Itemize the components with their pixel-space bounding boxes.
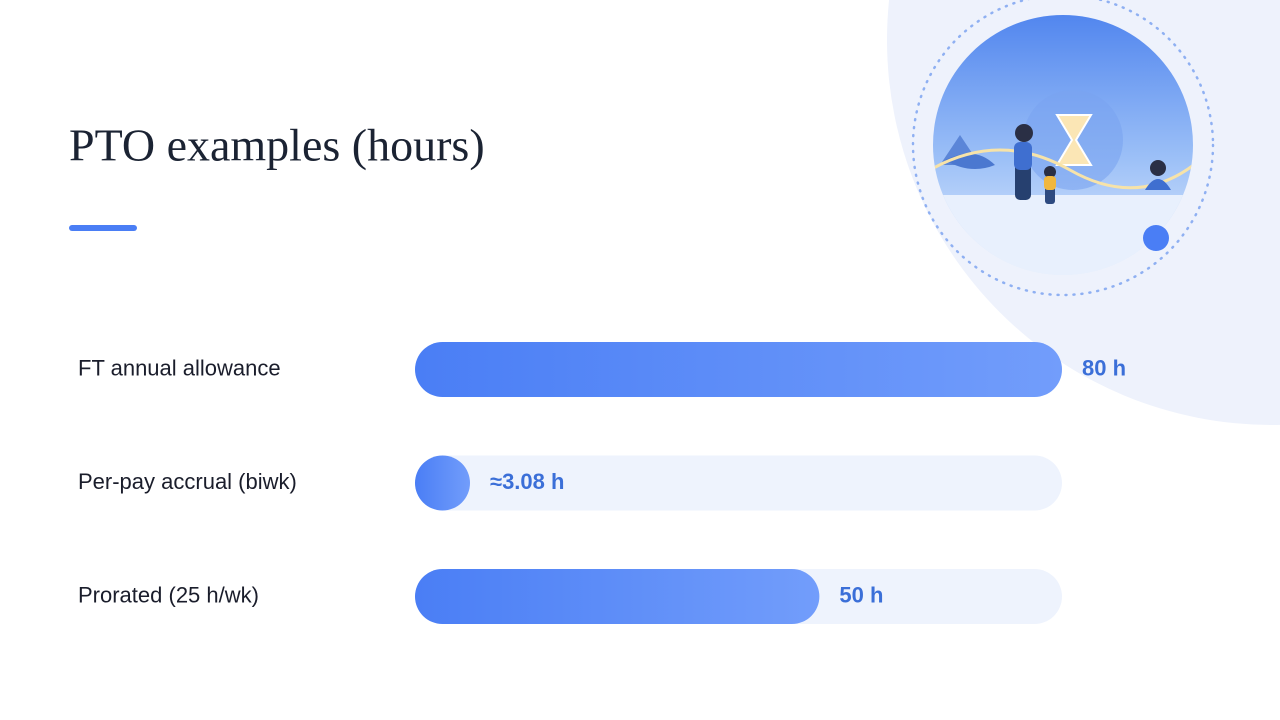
category-label: Per-pay accrual (biwk) bbox=[78, 469, 297, 494]
bar-track bbox=[415, 455, 1062, 511]
bar bbox=[415, 569, 820, 624]
value-label: ≈3.08 h bbox=[490, 469, 564, 494]
category-label: Prorated (25 h/wk) bbox=[78, 582, 259, 607]
title-accent bbox=[69, 225, 137, 231]
bar bbox=[415, 455, 470, 511]
accent-dot bbox=[1143, 225, 1169, 251]
illustration bbox=[933, 15, 1193, 275]
dotted-ring bbox=[911, 0, 1215, 297]
category-label: FT annual allowance bbox=[78, 355, 281, 380]
chart-title: PTO examples (hours) bbox=[69, 120, 485, 171]
value-label: 80 h bbox=[1082, 355, 1126, 380]
bar bbox=[415, 342, 1062, 397]
value-label: 50 h bbox=[839, 582, 883, 607]
